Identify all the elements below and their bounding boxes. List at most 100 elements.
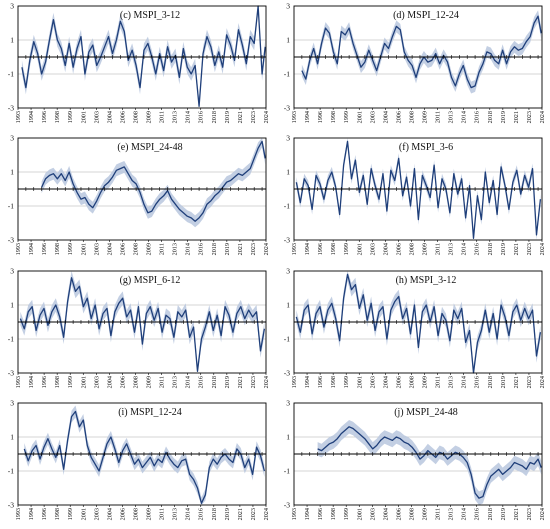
x-tick-label: 2001 [356, 243, 363, 255]
x-tick-label: 1996 [41, 111, 48, 123]
x-tick-label: 2003 [369, 508, 376, 520]
x-tick-label: 2018 [211, 243, 218, 255]
x-tick-label: 1993 [291, 508, 298, 520]
series-band-1 [317, 420, 542, 505]
x-tick-label: 2023 [250, 508, 257, 520]
series-line-1 [21, 5, 266, 107]
series-line-1 [41, 140, 266, 222]
chart-title: (h) MSPI_3-12 [396, 275, 457, 286]
x-tick-label: 1998 [330, 243, 337, 255]
y-tick-label: 1 [10, 433, 14, 442]
x-tick-label: 1998 [54, 376, 61, 388]
x-tick-label: 2016 [474, 376, 481, 388]
x-tick-label: 1999 [343, 508, 350, 520]
x-tick-label: 2021 [237, 508, 244, 520]
x-tick-label: 2023 [526, 508, 533, 520]
plot-frame [293, 270, 543, 374]
x-tick-label: 2016 [474, 508, 481, 520]
x-tick-label: 2009 [146, 508, 153, 520]
x-tick-label: 2001 [80, 508, 87, 520]
x-tick-label: 2013 [172, 243, 179, 255]
x-tick-label: 2011 [435, 376, 442, 388]
x-tick-label: 1994 [28, 243, 35, 255]
x-tick-label: 2009 [146, 243, 153, 255]
y-tick-label: -3 [8, 369, 14, 378]
x-tick-label: 2019 [224, 243, 231, 255]
x-tick-label: 2003 [369, 111, 376, 123]
y-tick-label: -1 [8, 335, 14, 344]
x-tick-label: 1999 [67, 111, 74, 123]
x-tick-label: 2001 [356, 508, 363, 520]
x-tick-label: 1994 [28, 111, 35, 123]
y-tick-label: -3 [8, 236, 14, 245]
x-tick-label: 1996 [317, 243, 324, 255]
x-tick-label: 2001 [80, 376, 87, 388]
x-tick-label: 2016 [198, 376, 205, 388]
x-tick-label: 1993 [15, 243, 22, 255]
plot-frame [17, 137, 267, 241]
x-tick-label: 2014 [461, 376, 468, 388]
x-tick-label: 2024 [263, 111, 270, 123]
chart-title: (d) MSPI_12-24 [393, 10, 459, 21]
y-tick-label: 1 [286, 433, 290, 442]
x-tick-label: 2013 [448, 243, 455, 255]
x-tick-label: 1998 [54, 111, 61, 123]
chart-title: (i) MSPI_12-24 [118, 407, 182, 418]
y-tick-label: 1 [10, 301, 14, 310]
x-tick-label: 2024 [539, 376, 546, 388]
x-tick-label: 2023 [250, 243, 257, 255]
x-tick-label: 2018 [211, 111, 218, 123]
x-tick-label: 2011 [435, 508, 442, 520]
chart-title: (g) MSPI_6-12 [120, 275, 181, 286]
y-tick-label: 3 [10, 134, 14, 143]
x-tick-label: 2023 [526, 243, 533, 255]
x-tick-label: 2006 [395, 508, 402, 520]
x-tick-label: 2004 [382, 376, 389, 388]
x-tick-label: 2009 [146, 111, 153, 123]
x-tick-label: 2021 [237, 376, 244, 388]
x-tick-label: 1998 [54, 508, 61, 520]
x-tick-label: 2021 [237, 111, 244, 123]
y-tick-label: 1 [10, 168, 14, 177]
y-tick-label: 3 [10, 2, 14, 11]
x-tick-label: 2021 [237, 243, 244, 255]
x-tick-label: 2014 [185, 508, 192, 520]
x-tick-label: 2008 [408, 508, 415, 520]
x-tick-label: 2011 [435, 111, 442, 123]
y-tick-label: -1 [284, 202, 290, 211]
x-tick-label: 2024 [539, 243, 546, 255]
x-tick-label: 2013 [172, 508, 179, 520]
x-tick-label: 2014 [185, 111, 192, 123]
x-tick-label: 1999 [67, 508, 74, 520]
x-tick-label: 2003 [369, 243, 376, 255]
y-tick-label: -3 [8, 501, 14, 510]
x-tick-label: 2023 [526, 111, 533, 123]
x-tick-label: 2014 [461, 111, 468, 123]
x-tick-label: 2004 [106, 508, 113, 520]
x-tick-label: 2011 [159, 376, 166, 388]
x-tick-label: 1994 [304, 508, 311, 520]
y-tick-label: -1 [284, 335, 290, 344]
chart-title: (j) MSPI_24-48 [394, 407, 458, 418]
x-tick-label: 2001 [80, 243, 87, 255]
x-tick-label: 1999 [67, 243, 74, 255]
x-tick-label: 1998 [330, 111, 337, 123]
plot-frame [293, 137, 543, 241]
x-tick-label: 2011 [159, 243, 166, 255]
x-tick-label: 2013 [448, 111, 455, 123]
x-tick-label: 2008 [408, 243, 415, 255]
series-band-1 [24, 405, 265, 505]
y-tick-label: 3 [286, 2, 290, 11]
x-tick-label: 2006 [119, 508, 126, 520]
x-tick-label: 2001 [356, 376, 363, 388]
x-tick-label: 2018 [211, 376, 218, 388]
x-tick-label: 1996 [317, 111, 324, 123]
x-tick-label: 2004 [382, 111, 389, 123]
x-tick-label: 2021 [513, 243, 520, 255]
x-tick-label: 1993 [15, 508, 22, 520]
x-tick-label: 2019 [500, 376, 507, 388]
